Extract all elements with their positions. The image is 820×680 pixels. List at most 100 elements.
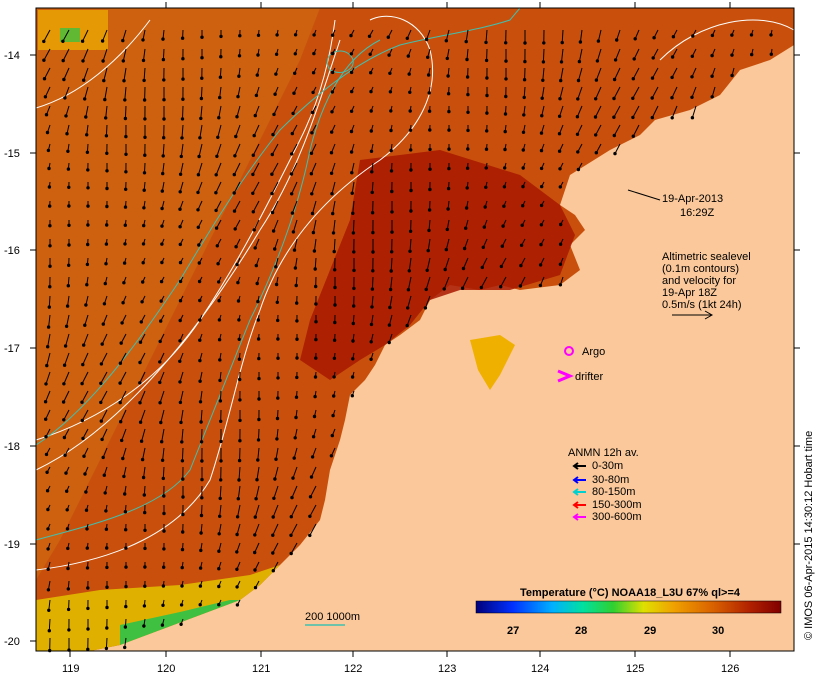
velocity-arrow-head [143, 153, 147, 157]
velocity-arrow [632, 86, 640, 99]
velocity-arrow [180, 409, 184, 423]
velocity-arrow-head [47, 305, 51, 309]
velocity-arrow-head [447, 166, 451, 171]
velocity-arrow [272, 523, 279, 536]
velocity-arrow-head [540, 114, 544, 118]
velocity-arrow-head [158, 380, 162, 385]
velocity-arrow-head [539, 148, 544, 153]
lat-axis: -14 -15 -16 -17 -18 -19 -20 [4, 50, 800, 648]
velocity-arrow-head [218, 95, 222, 100]
velocity-arrow-head [332, 356, 337, 360]
velocity-arrow [44, 86, 51, 98]
velocity-arrow-head [504, 59, 508, 63]
velocity-arrow-head [460, 286, 465, 290]
velocity-arrow-head [118, 381, 122, 385]
velocity-arrow-head [198, 298, 202, 303]
velocity-arrow-head [237, 318, 241, 322]
velocity-arrow [542, 48, 545, 62]
velocity-arrow-head [181, 477, 185, 481]
velocity-arrow [197, 181, 203, 193]
velocity-arrow-head [199, 116, 203, 121]
velocity-arrow-head [42, 58, 46, 62]
velocity-arrow-head [333, 285, 337, 290]
velocity-arrow-head [313, 394, 317, 399]
velocity-arrow-head [557, 149, 562, 153]
velocity-arrow-head [521, 184, 525, 189]
velocity-arrow [292, 219, 298, 233]
lat-tick-label: -16 [4, 245, 20, 257]
velocity-arrow-head [124, 187, 128, 192]
velocity-arrow-head [161, 603, 165, 607]
velocity-arrow-head [138, 360, 142, 365]
velocity-arrow-head [312, 33, 316, 37]
velocity-arrow-head [522, 113, 526, 117]
sea-nw-green [60, 28, 80, 42]
velocity-arrow-head [160, 458, 165, 462]
velocity-arrow [291, 181, 298, 195]
velocity-arrow-head [103, 281, 108, 286]
velocity-arrow-head [350, 191, 354, 195]
velocity-arrow-head [235, 115, 239, 119]
velocity-arrow-head [124, 528, 128, 532]
velocity-arrow [215, 200, 222, 211]
velocity-arrow-head [100, 342, 104, 346]
velocity-arrow-head [86, 186, 90, 190]
velocity-arrow-head [237, 357, 242, 361]
velocity-arrow [271, 143, 279, 155]
velocity-arrow-head [523, 59, 527, 64]
velocity-arrow-head [143, 510, 147, 515]
velocity-arrow [633, 48, 640, 60]
velocity-arrow-head [503, 112, 508, 116]
velocity-arrow-head [276, 396, 280, 400]
velocity-arrow-head [633, 37, 637, 41]
velocity-arrow [139, 352, 146, 363]
velocity-arrow-head [313, 375, 318, 379]
velocity-arrow-head [253, 585, 258, 590]
velocity-arrow-head [485, 111, 489, 115]
velocity-arrow-head [62, 435, 67, 440]
plot-frame [35, 7, 795, 652]
velocity-arrow-head [104, 262, 108, 266]
velocity-arrow-head [138, 420, 143, 424]
velocity-arrow-head [237, 54, 242, 58]
velocity-arrow-head [446, 186, 451, 191]
velocity-arrow-head [162, 529, 166, 533]
velocity-arrow-head [332, 249, 336, 254]
velocity-arrow-head [290, 495, 294, 500]
velocity-arrow-head [80, 381, 84, 386]
velocity-arrow [48, 295, 51, 308]
velocity-arrow-head [62, 382, 66, 386]
velocity-arrow [444, 257, 450, 270]
velocity-arrow [595, 86, 602, 100]
velocity-arrow [500, 276, 507, 287]
velocity-arrow [445, 29, 450, 41]
velocity-arrow [179, 371, 184, 383]
anmn-item-label: 0-30m [592, 460, 623, 472]
velocity-arrow-head [444, 39, 448, 43]
velocity-arrow-head [408, 249, 412, 254]
velocity-arrow-head [541, 60, 546, 64]
velocity-arrow [104, 86, 108, 100]
velocity-arrow-head [160, 623, 165, 627]
velocity-arrow-head [105, 223, 109, 227]
velocity-arrow-head [199, 96, 204, 101]
velocity-arrow-head [82, 78, 86, 82]
timestamp-date: 19-Apr-2013 [662, 193, 723, 205]
velocity-arrow-head [62, 418, 66, 422]
velocity-arrow [595, 105, 602, 118]
velocity-arrow-head [142, 206, 146, 210]
velocity-arrow-head [387, 340, 391, 345]
velocity-arrow-head [387, 323, 392, 327]
velocity-arrow [445, 238, 450, 250]
velocity-arrow-head [308, 514, 312, 518]
velocity-arrow-head [275, 300, 279, 304]
velocity-arrow-head [119, 341, 123, 345]
velocity-arrow [671, 86, 678, 98]
velocity-arrow [273, 485, 279, 499]
velocity-arrow-head [351, 357, 355, 361]
velocity-arrow-head [104, 134, 109, 138]
scale-arrow [672, 310, 714, 320]
velocity-arrow-head [85, 283, 89, 287]
velocity-arrow-head [178, 339, 182, 343]
velocity-arrow [371, 276, 374, 290]
